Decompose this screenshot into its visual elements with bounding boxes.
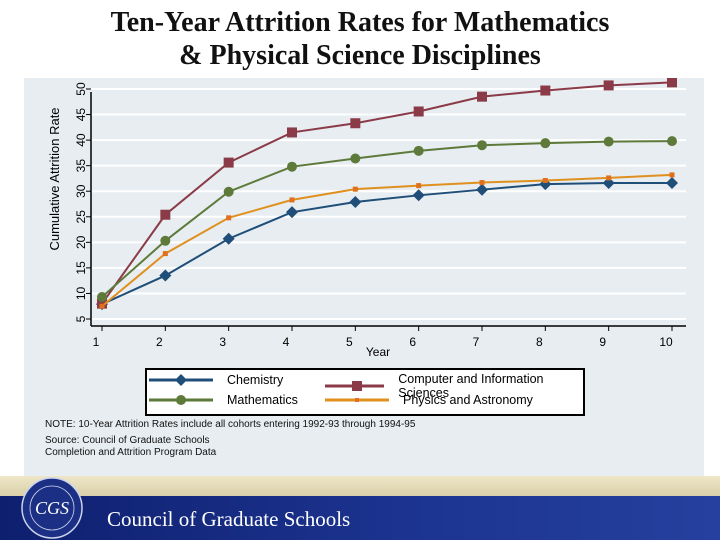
data-point <box>160 209 171 220</box>
data-point <box>666 177 678 190</box>
data-point <box>97 292 107 303</box>
y-tick-label: 30 <box>74 184 88 198</box>
series-line <box>101 173 673 307</box>
legend-item-physics: Physics and Astronomy <box>325 392 533 408</box>
plot-area <box>91 92 686 326</box>
data-point <box>286 206 298 219</box>
data-point <box>160 235 171 246</box>
x-tick-label: 10 <box>659 335 673 349</box>
data-point <box>287 161 297 172</box>
data-point <box>416 183 422 189</box>
data-point <box>287 127 297 138</box>
data-point <box>477 140 487 151</box>
data-point <box>349 195 362 208</box>
source-line: Completion and Attrition Program Data <box>45 447 217 458</box>
data-point <box>289 197 295 203</box>
data-point <box>223 157 234 168</box>
x-tick-label: 2 <box>156 335 163 349</box>
data-point <box>226 215 232 221</box>
y-tick-label: 5 <box>74 315 88 322</box>
source-line: Source: Council of Graduate Schools <box>45 435 210 446</box>
chart-panel: 5 10 15 20 25 30 35 40 45 50 1 2 3 4 5 6 7 8 9 10 Year Cumula… <box>24 78 704 476</box>
y-tick-label: 10 <box>74 286 88 300</box>
legend-label: Physics and Astronomy <box>403 393 533 407</box>
data-point <box>540 85 551 96</box>
x-tick-label: 6 <box>409 335 416 349</box>
data-point <box>542 177 548 183</box>
y-tick-label: 20 <box>74 235 88 249</box>
data-point <box>540 138 551 149</box>
data-point <box>603 80 614 91</box>
x-tick-label: 9 <box>599 335 606 349</box>
legend-label: Mathematics <box>227 393 298 407</box>
y-tick-label: 40 <box>74 133 88 147</box>
series-line <box>101 140 673 298</box>
data-point <box>479 180 485 186</box>
data-point <box>97 298 107 309</box>
legend-item-chemistry: Chemistry <box>149 372 283 388</box>
x-tick-label: 3 <box>219 335 226 349</box>
data-point <box>350 118 361 129</box>
legend-label: Computer and Information Sciences <box>398 372 544 400</box>
series-line <box>101 182 672 306</box>
note-text: NOTE: 10-Year Attrition Rates include al… <box>45 419 416 430</box>
data-point <box>667 136 677 147</box>
y-axis-label: Cumulative Attrition Rate <box>47 107 62 250</box>
data-point <box>477 91 487 102</box>
data-point <box>159 269 172 282</box>
title-line: Ten-Year Attrition Rates for Mathematics <box>110 7 610 38</box>
data-point <box>413 106 424 117</box>
data-point <box>99 303 105 309</box>
footer-bar <box>0 496 720 540</box>
x-tick-label: 1 <box>93 335 100 349</box>
x-tick-label: 7 <box>473 335 480 349</box>
data-point <box>602 177 615 190</box>
legend: Chemistry Mathematics Computer and Infor… <box>145 368 585 416</box>
data-point <box>603 136 614 147</box>
y-tick-label: 50 <box>74 82 88 96</box>
data-point <box>412 189 425 202</box>
data-point <box>350 153 361 164</box>
data-point <box>476 183 488 196</box>
data-point <box>606 175 612 181</box>
notes: NOTE: 10-Year Attrition Rates include al… <box>45 419 415 459</box>
x-tick-label: 8 <box>536 335 543 349</box>
chart-title: Ten-Year Attrition Rates for Mathematics… <box>0 6 720 72</box>
y-tick-label: 35 <box>74 159 88 173</box>
data-point <box>223 186 234 197</box>
legend-item-mathematics: Mathematics <box>149 392 298 408</box>
data-point <box>669 172 675 178</box>
data-point <box>413 145 424 156</box>
series-line <box>101 81 673 305</box>
x-tick-label: 4 <box>283 335 290 349</box>
cgs-logo: CGS <box>21 477 83 539</box>
data-point <box>222 232 235 245</box>
y-tick-label: 25 <box>74 210 88 224</box>
data-point <box>352 186 358 192</box>
legend-item-cis: Computer and Information Sciences <box>325 372 583 400</box>
data-point <box>667 78 677 88</box>
title-line: & Physical Science Disciplines <box>179 40 541 71</box>
footer-band <box>0 476 720 496</box>
x-axis-label: Year <box>366 345 390 359</box>
data-point <box>162 251 168 257</box>
svg-text:CGS: CGS <box>35 498 69 518</box>
y-tick-label: 45 <box>74 108 88 122</box>
organization-name: Council of Graduate Schools <box>107 507 351 531</box>
y-tick-label: 15 <box>74 261 88 275</box>
x-tick-label: 5 <box>346 335 353 349</box>
legend-label: Chemistry <box>227 373 284 387</box>
